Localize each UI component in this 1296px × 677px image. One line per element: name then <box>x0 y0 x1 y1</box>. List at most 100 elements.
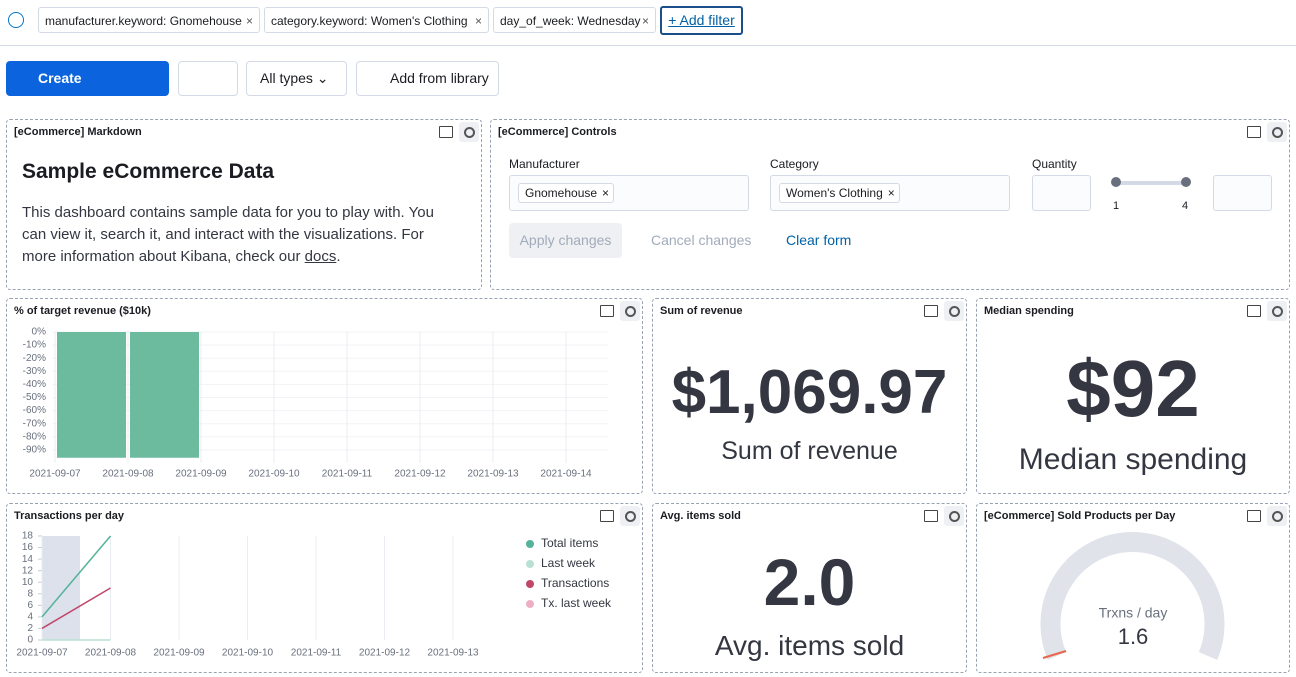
legend-swatch <box>526 560 534 568</box>
settings[interactable] <box>1267 506 1287 526</box>
panel: Transactions per day <box>6 503 643 673</box>
icon[interactable] <box>600 510 614 522</box>
y-tick-label: 6 <box>27 600 33 611</box>
filter-pill[interactable]: manufacturer.keyword: Gnomehouse <box>38 7 260 34</box>
handle[interactable] <box>1181 177 1191 187</box>
settings[interactable] <box>620 506 640 526</box>
settings[interactable] <box>944 506 964 526</box>
panel-title: Transactions per day <box>14 510 125 522</box>
gauge-label: Trxns / day <box>1099 605 1168 621</box>
y-tick-label: 14 <box>22 554 34 565</box>
x-tick-label: 2021-09-11 <box>322 469 373 480</box>
icon[interactable] <box>600 305 614 317</box>
add-filter[interactable]: + Add filter <box>660 6 743 35</box>
select[interactable]: Gnomehouse <box>509 175 749 211</box>
label: Quantity <box>1032 157 1077 171</box>
y-tick-label: -30% <box>23 366 46 377</box>
filter-text: category.keyword: Women's Clothing <box>271 14 468 28</box>
icon[interactable] <box>1247 126 1261 138</box>
settings[interactable] <box>1267 301 1287 321</box>
text: . <box>336 248 341 265</box>
y-tick-label: 16 <box>22 542 34 553</box>
filter-text: day_of_week: Wednesday <box>500 14 641 28</box>
body: This dashboard contains sample data for … <box>22 202 462 268</box>
icon[interactable] <box>1247 305 1261 317</box>
divider <box>0 45 1296 46</box>
filter-pill[interactable]: day_of_week: Wednesday <box>493 7 656 34</box>
slider[interactable] <box>1116 181 1186 185</box>
series-line <box>41 587 111 630</box>
clear-button[interactable]: Clear form <box>786 232 852 248</box>
x-tick-label: 2021-09-13 <box>467 469 519 480</box>
gauge-fill <box>1042 650 1067 659</box>
handle[interactable] <box>1111 177 1121 187</box>
apply-button[interactable]: Apply changes <box>509 223 622 258</box>
x-tick-label: 2021-09-07 <box>16 648 68 659</box>
chip: Gnomehouse <box>518 183 615 203</box>
bar <box>57 332 126 458</box>
filter-icon[interactable] <box>8 12 24 28</box>
metric-value: $92 <box>1066 344 1200 433</box>
panel: Sum of revenue $1,069.97 Sum of revenue <box>652 298 967 494</box>
icon[interactable] <box>439 126 453 138</box>
x-tick-label: 2021-09-09 <box>175 469 227 480</box>
link[interactable]: docs <box>304 248 337 265</box>
gauge-value: 1.6 <box>1118 624 1149 649</box>
panel-title: [eCommerce] Sold Products per Day <box>984 510 1176 522</box>
y-tick-label: 12 <box>22 565 34 576</box>
create-button[interactable]: Create visualization <box>6 61 169 121</box>
panel-title: Median spending <box>984 305 1074 317</box>
legend-label: Last week <box>541 556 596 570</box>
panel-title: Avg. items sold <box>660 510 741 522</box>
metric-value: $1,069.97 <box>671 358 948 427</box>
current-band <box>42 536 80 640</box>
legend-swatch <box>526 580 534 588</box>
input[interactable] <box>1032 175 1091 211</box>
icon[interactable] <box>924 305 938 317</box>
x-tick-label: 2021-09-13 <box>427 648 479 659</box>
y-tick-label: 2 <box>27 623 33 634</box>
types-select[interactable]: All types ⌄ <box>246 61 347 96</box>
y-tick-label: -60% <box>23 405 46 416</box>
settings[interactable] <box>459 122 479 142</box>
legend-swatch <box>526 540 534 548</box>
text: This dashboard contains sample data for … <box>22 204 434 265</box>
y-tick-label: -90% <box>23 445 46 456</box>
gauge-track <box>1040 532 1225 660</box>
slider-min: 1 <box>1113 200 1120 212</box>
x-tick-label: 2021-09-12 <box>394 469 446 480</box>
button-text: Create visualization <box>38 70 123 121</box>
filter-pill[interactable]: category.keyword: Women's Clothing <box>264 7 489 34</box>
chip: Women's Clothing <box>779 183 900 203</box>
metric-label: Avg. items sold <box>714 630 905 661</box>
select[interactable]: Women's Clothing <box>770 175 1010 211</box>
settings[interactable] <box>1267 122 1287 142</box>
panel-title: [eCommerce] Markdown <box>14 126 142 138</box>
x-tick-label: 2021-09-11 <box>291 648 342 659</box>
y-tick-label: 18 <box>22 531 34 542</box>
icon[interactable] <box>924 510 938 522</box>
settings[interactable] <box>620 301 640 321</box>
icon[interactable] <box>1247 510 1261 522</box>
cancel-button[interactable]: Cancel changes <box>651 232 752 248</box>
input[interactable] <box>1213 175 1272 211</box>
series-line <box>41 535 112 618</box>
panel-title: [eCommerce] Controls <box>498 126 617 138</box>
legend-swatch <box>526 600 534 608</box>
panel: Avg. items sold 2.0 Avg. items sold <box>652 503 967 673</box>
metric-label: Median spending <box>1018 443 1248 476</box>
y-tick-label: 0 <box>27 635 33 646</box>
y-tick-label: 8 <box>27 588 33 599</box>
y-tick-label: -20% <box>23 353 46 364</box>
library-button[interactable]: Add from library <box>356 61 499 96</box>
x-tick-label: 2021-09-08 <box>85 648 137 659</box>
heading: Sample eCommerce Data <box>22 160 275 183</box>
y-tick-label: 0% <box>32 327 47 338</box>
x-tick-label: 2021-09-07 <box>29 469 81 480</box>
icon-buttons[interactable] <box>178 61 238 96</box>
y-tick-label: -50% <box>23 392 46 403</box>
settings[interactable] <box>944 301 964 321</box>
panel-title: % of target revenue ($10k) <box>14 305 151 317</box>
panel: Median spending $92 Median spending <box>976 298 1290 494</box>
